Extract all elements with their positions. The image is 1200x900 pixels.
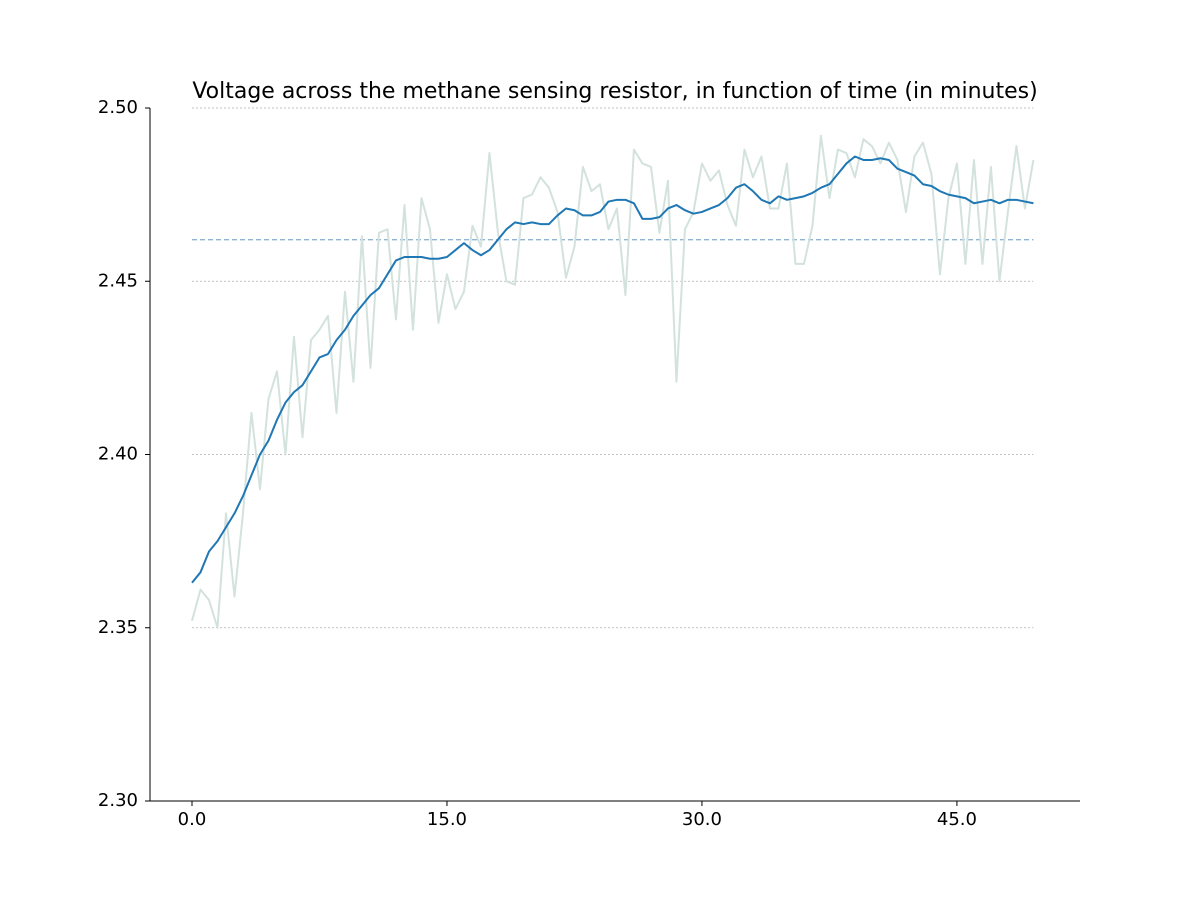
x-tick-label: 45.0 (937, 809, 977, 830)
y-tick-label: 2.50 (98, 97, 138, 118)
chart-title: Voltage across the methane sensing resis… (192, 79, 1037, 104)
x-tick-label: 0.0 (178, 809, 207, 830)
x-tick-label: 15.0 (427, 809, 467, 830)
data-line (191, 155, 1034, 584)
y-tick-label: 2.35 (98, 617, 138, 638)
data-line (191, 134, 1035, 629)
y-tick-label: 2.45 (98, 270, 138, 291)
x-tick-label: 30.0 (682, 809, 722, 830)
y-tick-label: 2.40 (98, 444, 138, 465)
y-tick-label: 2.30 (98, 790, 138, 811)
